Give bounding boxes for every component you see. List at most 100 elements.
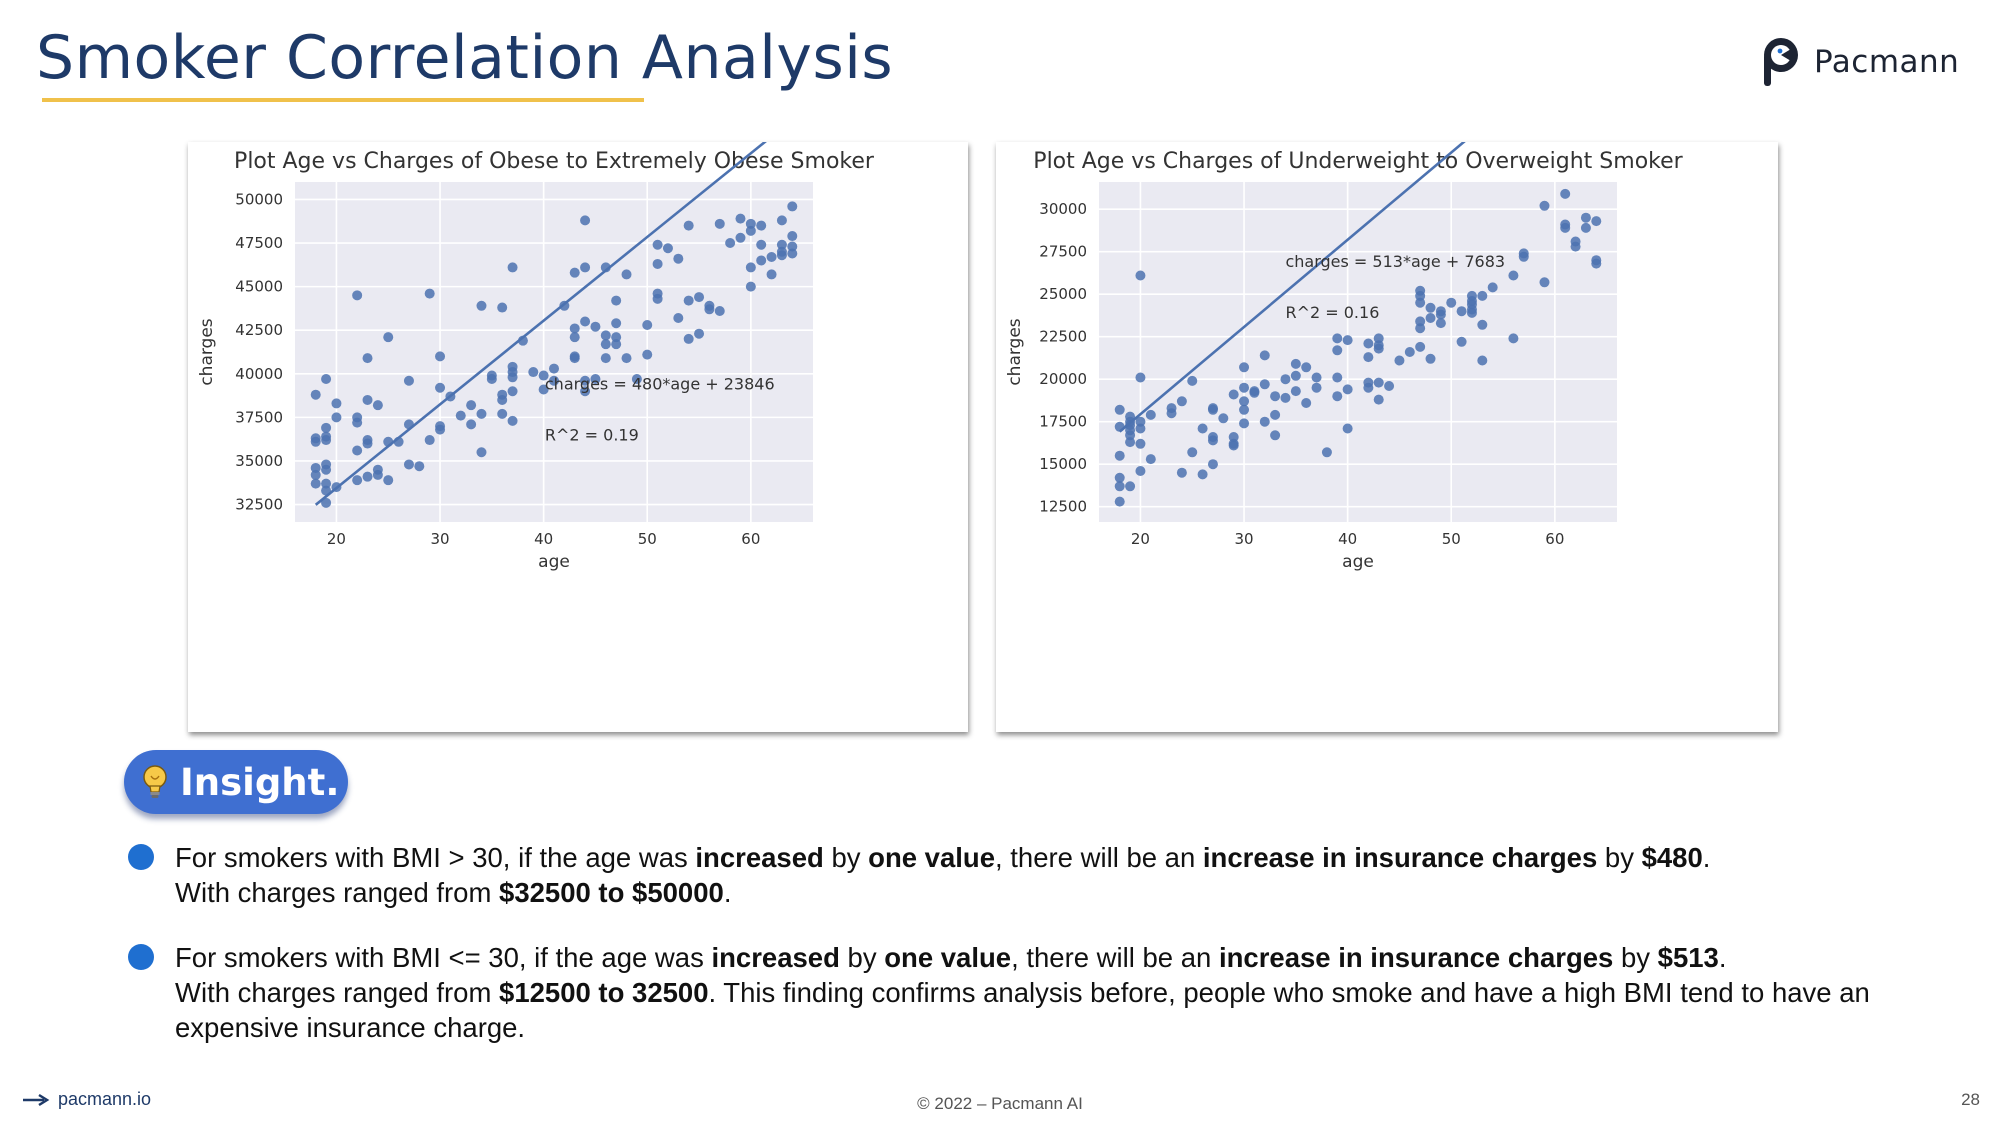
scatter-point (1435, 318, 1446, 329)
scatter-point (1301, 398, 1312, 408)
scatter-point (507, 386, 518, 397)
scatter-point (1280, 374, 1291, 385)
pacmann-logo-icon (1764, 38, 1798, 86)
y-tick-label: 50000 (235, 190, 283, 208)
scatter-point (507, 262, 518, 273)
r-squared-label: R^2 = 0.16 (1285, 303, 1379, 322)
scatter-point (331, 398, 342, 409)
scatter-point (424, 288, 435, 299)
scatter-point (1239, 396, 1250, 407)
scatter-point (1135, 372, 1146, 383)
scatter-point (600, 353, 611, 364)
scatter-point (1259, 416, 1270, 427)
scatter-point (1477, 290, 1488, 301)
insight-text-1: For smokers with BMI > 30, if the age wa… (175, 842, 1711, 908)
scatter-point (745, 225, 756, 236)
scatter-point (372, 400, 383, 411)
scatter-point (310, 462, 321, 473)
brand-logo: Pacmann (1762, 34, 1959, 90)
scatter-point (611, 318, 622, 329)
scatter-point (683, 295, 694, 306)
y-tick-label: 32500 (235, 496, 283, 514)
scatter-point (683, 333, 694, 344)
scatter-point (1187, 375, 1198, 386)
scatter-point (1560, 222, 1571, 233)
scatter-point (352, 417, 363, 428)
scatter-point (1114, 404, 1125, 415)
scatter-point (704, 304, 715, 315)
lightbulb-icon (143, 765, 167, 798)
scatter-point (1477, 319, 1488, 330)
regression-equation: charges = 480*age + 23846 (545, 374, 775, 393)
scatter-point (621, 353, 632, 364)
scatter-point (1114, 496, 1125, 507)
scatter-point (611, 339, 622, 350)
x-tick-label: 60 (741, 530, 760, 548)
x-tick-label: 20 (1131, 530, 1150, 548)
scatter-point (321, 422, 332, 433)
scatter-point (1239, 382, 1250, 393)
y-tick-label: 22500 (1039, 328, 1087, 346)
scatter-point (403, 459, 414, 470)
scatter-point (1187, 447, 1198, 458)
scatter-point (1135, 423, 1146, 434)
scatter-point (1456, 336, 1467, 347)
scatter-point (1508, 333, 1519, 344)
scatter-point (1270, 391, 1281, 402)
scatter-point (310, 436, 321, 447)
y-tick-label: 17500 (1039, 413, 1087, 431)
y-tick-label: 25000 (1039, 285, 1087, 303)
y-axis-label: charges (1005, 318, 1025, 385)
x-tick-label: 30 (430, 530, 449, 548)
scatter-point (1539, 277, 1550, 288)
insight-text-2: For smokers with BMI <= 30, if the age w… (175, 942, 1870, 1043)
scatter-point (631, 374, 642, 385)
scatter-point (745, 218, 756, 229)
scatter-point (424, 435, 435, 446)
scatter-point (466, 400, 477, 411)
scatter-point (1518, 251, 1529, 262)
scatter-point (1290, 386, 1301, 397)
scatter-point (1176, 467, 1187, 478)
footer-site-link[interactable]: pacmann.io (22, 1089, 151, 1110)
scatter-point (383, 475, 394, 486)
scatter-point (569, 323, 580, 334)
scatter-point (310, 389, 321, 400)
scatter-point (1415, 297, 1426, 308)
scatter-point (735, 213, 746, 224)
scatter-point (362, 471, 373, 482)
page-number: 28 (1961, 1090, 1980, 1109)
scatter-point (1207, 435, 1218, 446)
scatter-point (787, 201, 798, 212)
scatter-point (1197, 469, 1208, 480)
scatter-point (1290, 370, 1301, 381)
scatter-point (1228, 440, 1239, 451)
scatter-point (549, 363, 559, 374)
scatter-point (1135, 466, 1146, 476)
scatter-point (1135, 438, 1146, 449)
y-tick-label: 15000 (1039, 455, 1087, 473)
scatter-point (549, 375, 559, 386)
x-tick-label: 50 (1442, 530, 1461, 548)
scatter-point (642, 349, 653, 360)
scatter-point (1508, 270, 1519, 281)
scatter-point (1580, 212, 1591, 223)
scatter-point (435, 424, 446, 435)
scatter-point (1239, 404, 1250, 415)
scatter-point (1125, 437, 1136, 448)
scatter-point (1332, 372, 1343, 383)
scatter-point (621, 269, 632, 280)
scatter-point (1446, 297, 1457, 308)
scatter-point (1270, 430, 1281, 441)
scatter-point (1114, 472, 1125, 483)
scatter-point (580, 316, 591, 327)
scatter-point (1466, 307, 1477, 318)
scatter-point (787, 231, 798, 242)
scatter-point (1290, 358, 1301, 369)
scatter-point (1373, 343, 1384, 354)
arrow-right-icon (23, 1093, 50, 1106)
scatter-point (1373, 394, 1384, 405)
scatter-point (538, 384, 549, 395)
scatter-point (1166, 408, 1177, 419)
scatter-point (1239, 418, 1250, 429)
